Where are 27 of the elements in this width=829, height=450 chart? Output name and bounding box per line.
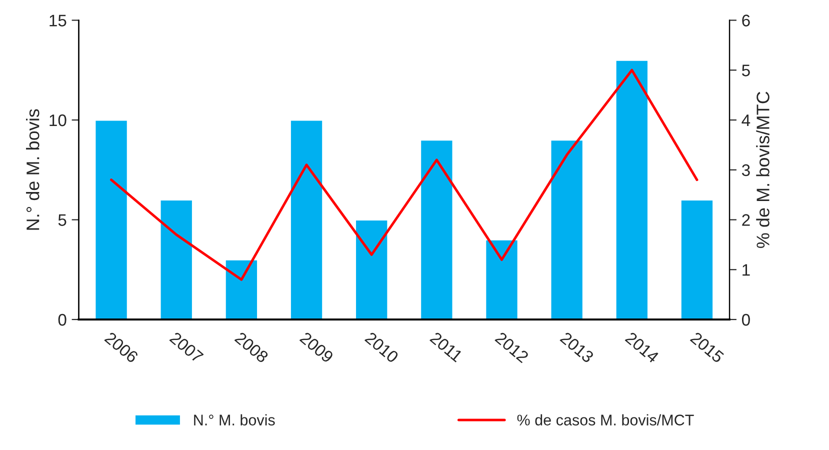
bar	[550, 139, 584, 320]
y2-tick-label: 0	[742, 314, 750, 326]
line-series	[110, 68, 698, 281]
bar	[354, 219, 389, 320]
legend-label: N.° M. bovis	[194, 414, 275, 426]
y2-tick-label: 1	[742, 264, 750, 276]
y2-tick-label: 3	[742, 164, 750, 176]
bar	[224, 258, 258, 320]
y-tick-label: 10	[50, 114, 66, 126]
x-tick-label: 2007	[169, 331, 204, 364]
y-tick-label: 15	[50, 14, 66, 26]
y-axis-title: N.° de M. bovis	[26, 109, 40, 230]
y2-tick-label: 6	[742, 14, 750, 26]
y-tick-label: 5	[58, 214, 66, 226]
y2-tick-label: 5	[742, 64, 750, 76]
bar	[94, 119, 128, 320]
bar	[420, 139, 454, 320]
bar	[290, 119, 324, 320]
bar	[680, 199, 714, 320]
y2-tick-label: 2	[742, 214, 750, 226]
bar	[614, 59, 649, 320]
bar	[484, 239, 519, 320]
y2-tick-label: 4	[742, 114, 750, 126]
bar	[159, 199, 194, 320]
y2-axis-title: % de M. bovis/MTC	[756, 92, 770, 248]
legend-label: % de casos M. bovis/MCT	[517, 414, 694, 426]
y-tick-label: 0	[58, 314, 66, 326]
